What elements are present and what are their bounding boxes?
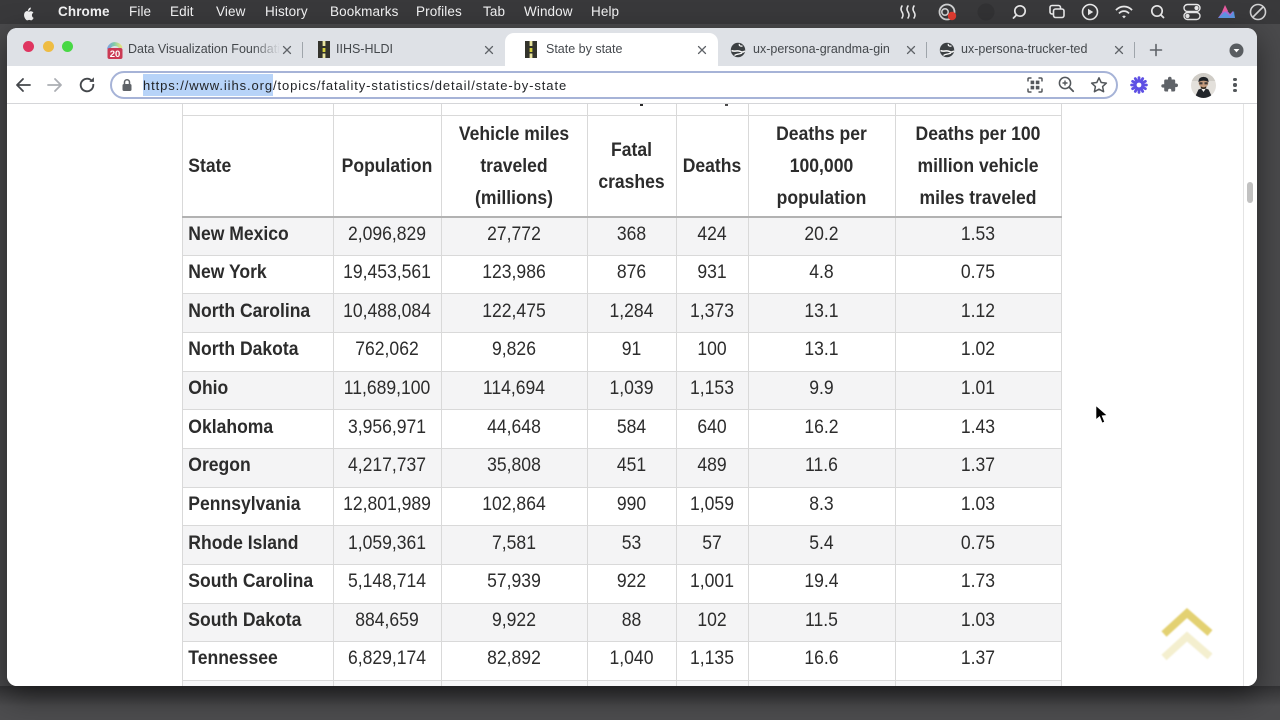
svg-text:20: 20 (110, 49, 121, 60)
